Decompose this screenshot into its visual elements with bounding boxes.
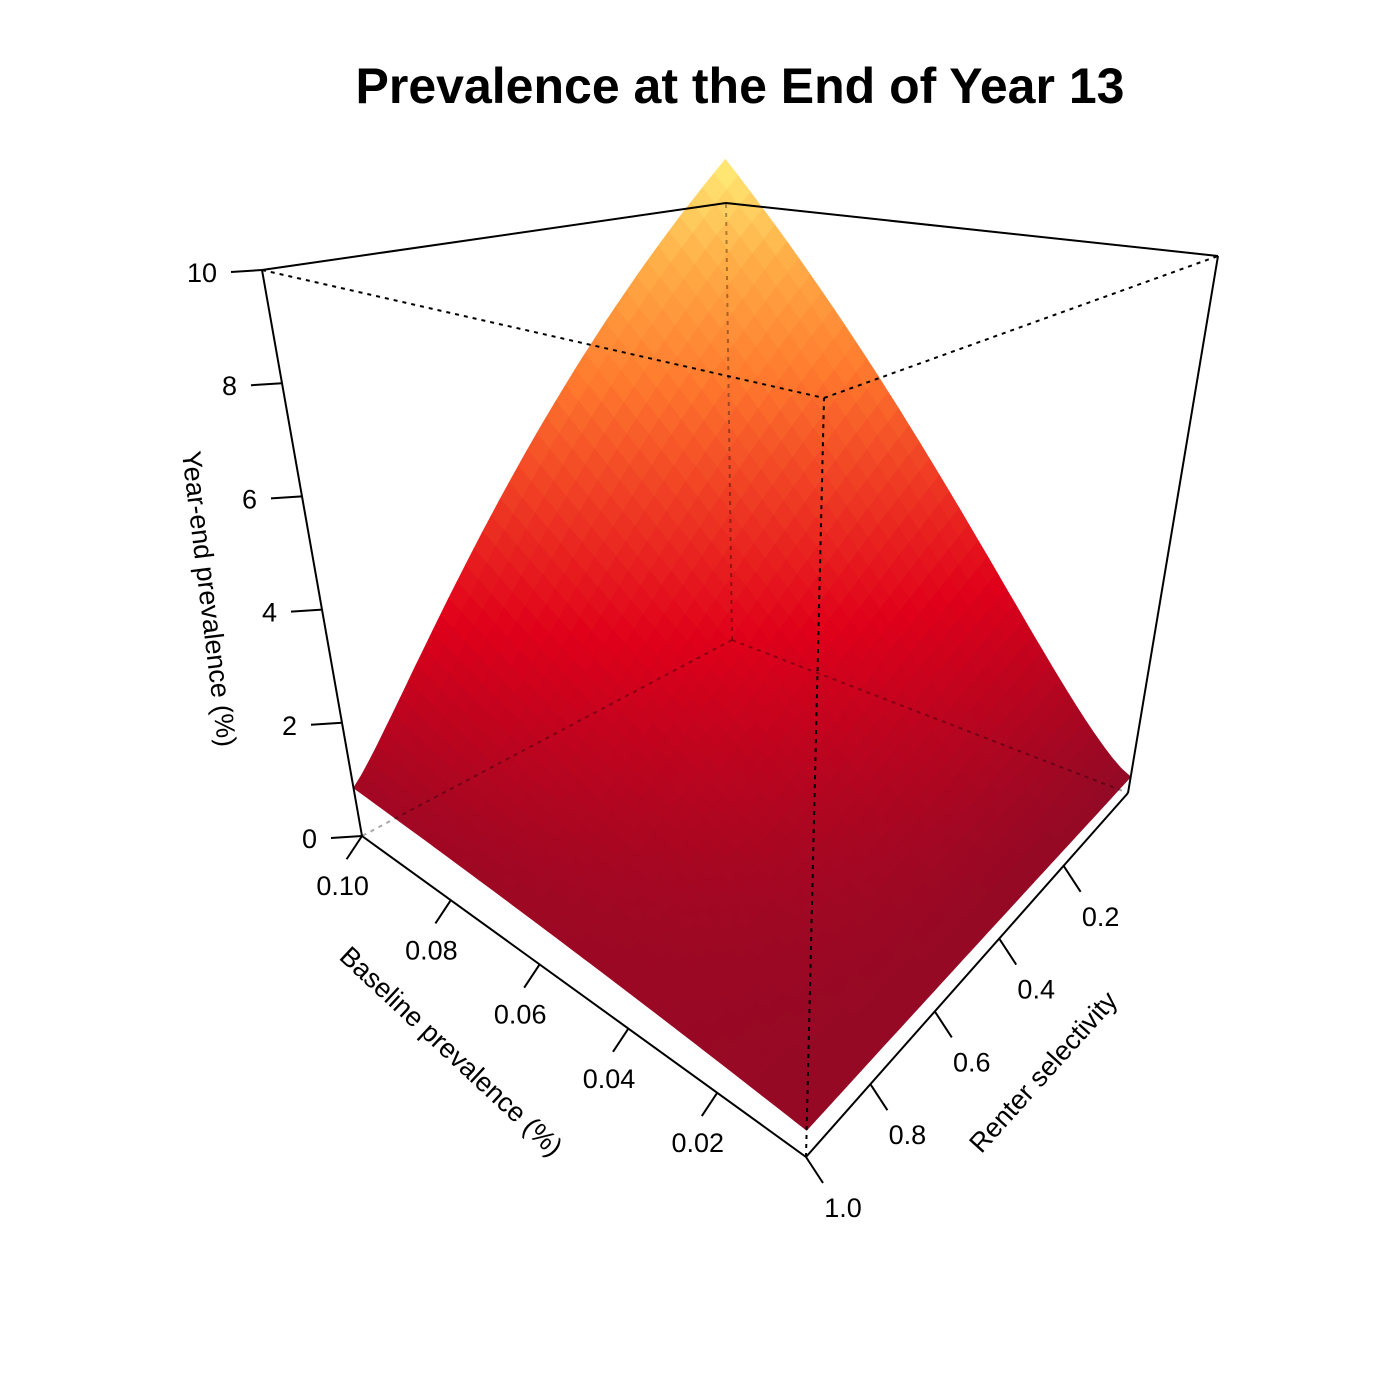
z-tick-label: 6 [242,484,257,514]
x-tick-label: 0.06 [494,1000,547,1030]
z-tick-label: 0 [302,824,317,854]
y-tick-label: 0.4 [1017,975,1055,1005]
y-tick-mark [1062,865,1082,893]
y-tick-mark [933,1010,953,1038]
z-tick-mark [330,835,363,839]
z-tick-mark [310,721,343,726]
x-tick-label: 0.04 [583,1064,636,1094]
z-axis-title: Year-end prevalence (%) [176,449,242,748]
hidden-edge-2 [731,639,1129,794]
z-tick-label: 2 [282,711,297,741]
x-tick-label: 0.10 [316,871,369,901]
y-tick-mark [805,1156,824,1184]
x-tick-mark [434,899,452,924]
x-tick-mark [345,835,363,860]
frame-edge-3 [725,202,1219,257]
z-tick-mark [230,269,263,273]
frame-edge-5 [805,792,1129,1158]
x-tick-mark [612,1028,630,1053]
top-face-edge-right [823,255,1219,399]
y-tick-mark [998,938,1018,966]
y-axis: 0.2 0.4 0.6 0.8 1.0 [805,865,1120,1223]
z-tick-label: 10 [187,258,217,288]
x-axis: 0.10 0.08 0.06 0.04 0.02 [316,835,725,1158]
front-vertical-edge [805,397,825,1158]
chart-title: Prevalence at the End of Year 13 [356,58,1125,114]
z-tick-mark [290,608,323,613]
z-tick-mark [250,382,283,387]
hidden-edge-1 [361,639,733,837]
y-tick-label: 0.6 [953,1047,991,1077]
z-axis: 0 2 4 6 8 10 [187,258,363,854]
surface-facet [794,1112,816,1131]
y-tick-label: 0.8 [889,1120,927,1150]
x-tick-mark [700,1092,719,1117]
frame-edge-2 [261,202,727,271]
y-tick-label: 1.0 [824,1193,862,1223]
x-tick-label: 0.02 [672,1128,725,1158]
frame-edge-0 [261,269,363,837]
z-tick-mark [270,495,303,500]
z-tick-label: 8 [222,371,237,401]
frame-edge-4 [361,835,807,1158]
surface-mesh [353,158,1132,1131]
frame-edge-1 [1127,255,1219,794]
hidden-edge-0 [725,202,733,641]
y-tick-mark [869,1083,889,1111]
top-face-edge-left [261,269,825,399]
z-tick-label: 4 [262,598,277,628]
bounding-box [261,202,1219,1158]
x-tick-mark [523,963,541,989]
y-tick-label: 0.2 [1082,902,1120,932]
x-tick-label: 0.08 [405,935,458,965]
